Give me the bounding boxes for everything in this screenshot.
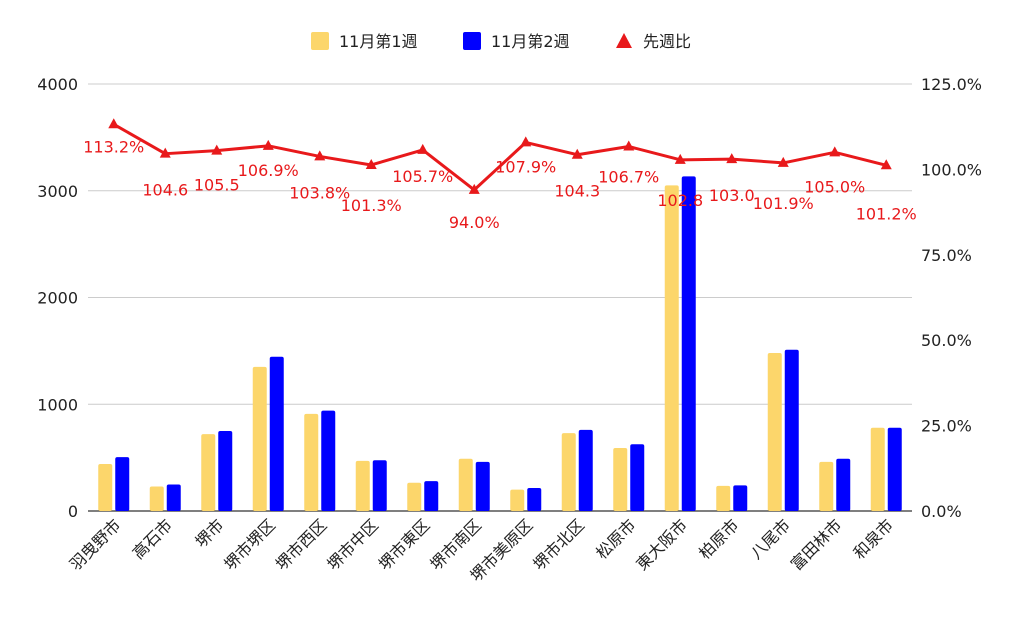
left-axis-tick-label: 0 — [68, 502, 78, 521]
category-label: 堺市 — [192, 515, 228, 551]
bar-week2 — [578, 429, 593, 511]
ratio-data-label: 106.9% — [238, 161, 299, 180]
ratio-data-label: 105.7% — [392, 167, 453, 186]
bar-week2 — [321, 410, 336, 511]
legend-swatch — [311, 32, 329, 50]
bar-week2 — [269, 356, 284, 511]
ratio-marker — [417, 143, 429, 154]
ratio-marker — [880, 159, 892, 170]
ratio-marker — [520, 136, 532, 147]
right-axis-tick-label: 75.0% — [921, 246, 972, 265]
legend-label: 11月第2週 — [491, 32, 570, 51]
ratio-data-label: 101.2% — [856, 204, 917, 223]
category-label: 柏原市 — [695, 515, 742, 562]
left-axis-tick-label: 2000 — [37, 289, 78, 308]
bar-week1 — [819, 461, 834, 511]
ratio-data-label: 104.3 — [554, 182, 600, 201]
category-label: 和泉市 — [850, 515, 897, 562]
category-label: 富田林市 — [787, 515, 846, 574]
bar-week2 — [424, 481, 439, 511]
ratio-marker — [571, 148, 583, 159]
category-label: 堺市北区 — [529, 515, 588, 574]
left-axis-tick-label: 4000 — [37, 75, 78, 94]
ratio-data-label: 104.6 — [142, 181, 188, 200]
bar-week1 — [613, 448, 628, 511]
ratio-marker — [829, 146, 841, 157]
ratio-data-label: 105.0% — [804, 177, 865, 196]
bar-week1 — [252, 366, 267, 511]
bar-week2 — [630, 444, 645, 511]
ratio-marker — [314, 150, 326, 161]
left-axis-tick-label: 1000 — [37, 395, 78, 414]
ratio-data-label: 103.0 — [709, 186, 755, 205]
category-label: 高石市 — [129, 515, 176, 562]
category-label: 堺市中区 — [323, 515, 382, 574]
bar-week1 — [716, 485, 731, 511]
ratio-marker — [674, 153, 686, 164]
ratio-marker — [211, 144, 223, 155]
bar-week1 — [98, 464, 113, 511]
category-label: 堺市堺区 — [220, 515, 279, 574]
ratio-marker — [108, 118, 120, 129]
bar-week2 — [218, 430, 233, 511]
bar-week1 — [355, 460, 370, 511]
category-label: 八尾市 — [747, 515, 794, 562]
ratio-marker — [159, 147, 171, 158]
right-axis-tick-label: 0.0% — [921, 502, 962, 521]
category-label: 堺市東区 — [375, 515, 434, 574]
ratio-data-label: 101.9% — [753, 194, 814, 213]
right-axis-tick-label: 25.0% — [921, 417, 972, 436]
ratio-data-label: 113.2% — [83, 137, 144, 156]
bar-week2 — [372, 460, 387, 511]
bar-week1 — [458, 458, 473, 511]
ratio-marker — [262, 139, 274, 150]
ratio-data-label: 107.9% — [495, 157, 556, 176]
bar-week1 — [510, 489, 525, 511]
ratio-data-label: 105.5 — [194, 176, 240, 195]
bar-week2 — [115, 457, 130, 511]
bar-week2 — [681, 176, 696, 511]
right-axis-tick-label: 50.0% — [921, 331, 972, 350]
legend-label: 11月第1週 — [339, 32, 418, 51]
right-axis-tick-label: 125.0% — [921, 75, 982, 94]
ratio-marker — [777, 156, 789, 167]
category-label: 羽曳野市 — [66, 515, 125, 574]
bar-week2 — [836, 458, 851, 511]
bar-week2 — [887, 427, 902, 511]
bar-week1 — [201, 434, 216, 511]
bar-week2 — [475, 461, 490, 511]
ratio-marker — [468, 183, 480, 194]
bar-week1 — [304, 413, 319, 511]
bar-week1 — [561, 433, 576, 511]
ratio-marker — [623, 140, 635, 151]
ratio-data-label: 101.3% — [341, 196, 402, 215]
bar-week1 — [870, 427, 885, 511]
bar-week2 — [527, 488, 542, 511]
category-label: 東大阪市 — [632, 515, 691, 574]
left-axis-tick-label: 3000 — [37, 182, 78, 201]
legend-swatch — [616, 33, 632, 48]
ratio-data-label: 106.7% — [598, 168, 659, 187]
ratio-line — [113, 123, 887, 192]
ratio-data-label: 94.0% — [449, 213, 500, 232]
bar-week1 — [664, 185, 679, 511]
bar-week2 — [166, 484, 181, 511]
ratio-marker — [726, 153, 738, 164]
bar-week1 — [149, 486, 164, 511]
bar-week1 — [767, 353, 782, 511]
ratio-data-label: 103.8% — [289, 183, 350, 202]
right-axis-tick-label: 100.0% — [921, 160, 982, 179]
legend-label: 先週比 — [643, 32, 691, 51]
bar-week1 — [407, 482, 422, 511]
bar-week2 — [784, 349, 799, 511]
ratio-data-label: 102.8 — [657, 191, 703, 210]
ratio-marker — [365, 158, 377, 169]
bar-week2 — [733, 485, 748, 511]
category-label: 堺市西区 — [272, 515, 331, 574]
category-label: 松原市 — [592, 515, 639, 562]
legend-swatch — [463, 32, 481, 50]
